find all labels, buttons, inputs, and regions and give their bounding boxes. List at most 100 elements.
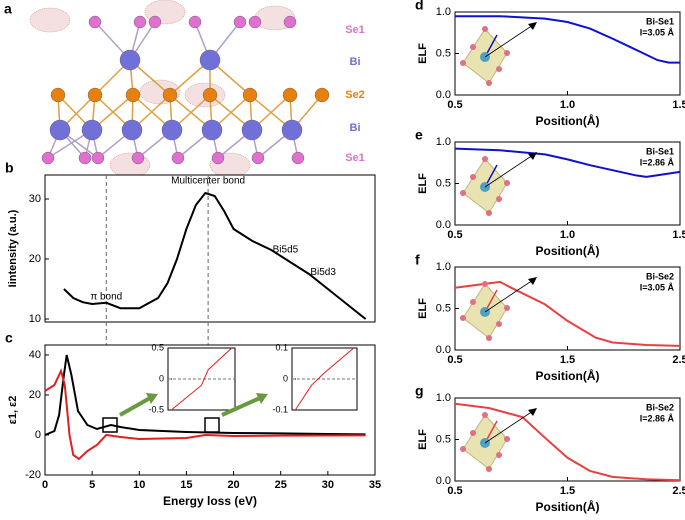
x-tick-label: 0	[42, 479, 48, 491]
y-tick-label: 40	[29, 349, 41, 361]
y-tick-label: 1.0	[436, 261, 451, 273]
data-line	[454, 147, 681, 178]
annotation: Bi5d5	[273, 245, 299, 256]
x-tick-label: 0.5	[447, 99, 462, 111]
atom	[121, 119, 143, 141]
y-tick-label: 0.0	[436, 89, 451, 101]
annotation: Bi5d3	[310, 267, 336, 278]
x-tick-label: 2.5	[672, 485, 685, 497]
atom	[504, 180, 510, 186]
atom	[460, 446, 466, 452]
atom	[78, 151, 92, 165]
atom	[460, 190, 466, 196]
panel-letter: g	[415, 383, 424, 399]
atom	[133, 15, 147, 29]
atom	[470, 44, 476, 50]
y-tick-label: -20	[25, 469, 41, 481]
x-tick-label: 1.0	[560, 99, 575, 111]
data-line	[454, 280, 681, 347]
y-tick-label: 1.0	[436, 392, 451, 404]
atom	[251, 151, 265, 165]
x-axis-label: Position(Å)	[536, 499, 600, 514]
y-tick-label: -0.5	[148, 404, 164, 414]
direction-arrow	[484, 410, 534, 444]
density-cloud	[29, 7, 71, 33]
atom	[504, 50, 510, 56]
y-tick-label: 0	[283, 373, 288, 383]
atom	[496, 196, 502, 202]
x-tick-label: 10	[133, 479, 145, 491]
atom	[482, 281, 488, 287]
x-tick-label: 35	[369, 479, 381, 491]
zoom-box	[102, 417, 118, 433]
zoom-arrow-head	[256, 393, 268, 404]
atom	[162, 87, 178, 103]
atom	[211, 151, 225, 165]
data-line	[63, 191, 367, 320]
atom	[125, 87, 141, 103]
atom	[91, 151, 105, 165]
plot-frame	[44, 174, 376, 323]
panel-letter: e	[415, 127, 423, 143]
atom	[88, 15, 102, 29]
y-tick-label: 30	[29, 193, 41, 205]
zoom-arrow	[221, 396, 261, 417]
x-tick-label: 30	[322, 479, 334, 491]
x-tick-label: 1.5	[672, 99, 685, 111]
atom	[281, 119, 303, 141]
atom	[171, 151, 185, 165]
y-axis-label: ε1, ε2	[7, 396, 19, 425]
atom	[486, 466, 492, 472]
atom-label: Se1	[345, 152, 365, 164]
panel-letter: d	[415, 0, 424, 13]
atom	[188, 15, 202, 29]
direction-arrow	[484, 154, 534, 188]
atom	[486, 80, 492, 86]
series-label: Bi-Se2	[646, 271, 674, 281]
y-tick-label: 0	[159, 373, 164, 383]
atom	[504, 436, 510, 442]
x-tick-label: 20	[227, 479, 239, 491]
x-axis-label: Position(Å)	[536, 368, 600, 383]
series-label: Bi-Se1	[646, 146, 674, 156]
y-tick-label: 10	[29, 313, 41, 325]
arrow-head	[528, 22, 537, 30]
arrow-head	[528, 277, 537, 285]
x-tick-label: 5	[89, 479, 95, 491]
atom	[470, 174, 476, 180]
x-tick-label: 1.5	[672, 229, 685, 241]
atom	[148, 15, 162, 29]
y-axis-label: Iintensity (a.u.)	[7, 209, 19, 287]
y-tick-label: 0.1	[275, 342, 288, 352]
y-tick-label: 0	[35, 429, 41, 441]
panel-letter: f	[415, 252, 420, 268]
atom	[119, 49, 141, 71]
y-tick-label: -0.1	[272, 404, 288, 414]
data-line	[454, 402, 681, 482]
annotation: Multicenter bond	[171, 176, 245, 187]
arrow-head	[528, 152, 537, 160]
atom	[291, 151, 305, 165]
y-tick-label: 0.0	[436, 219, 451, 231]
x-tick-label: 2.5	[672, 354, 685, 366]
data-line	[44, 354, 366, 436]
atom	[282, 87, 298, 103]
y-tick-label: 0.5	[436, 177, 451, 189]
y-tick-label: 0.0	[436, 344, 451, 356]
atom	[460, 60, 466, 66]
atom	[233, 15, 247, 29]
atom	[482, 26, 488, 32]
atom	[283, 15, 297, 29]
y-tick-label: 0.5	[436, 433, 451, 445]
data-line	[170, 347, 233, 411]
zoom-arrow-head	[146, 393, 158, 404]
y-axis-label: ELF	[417, 298, 429, 319]
x-tick-label: 25	[275, 479, 287, 491]
data-line	[294, 347, 355, 411]
atom-label: Bi	[350, 122, 361, 134]
atom	[460, 315, 466, 321]
y-axis-label: ELF	[417, 173, 429, 194]
atom-label: Se2	[345, 89, 365, 101]
x-axis-label: Energy loss (eV)	[163, 494, 257, 508]
y-tick-label: 0.5	[436, 47, 451, 59]
